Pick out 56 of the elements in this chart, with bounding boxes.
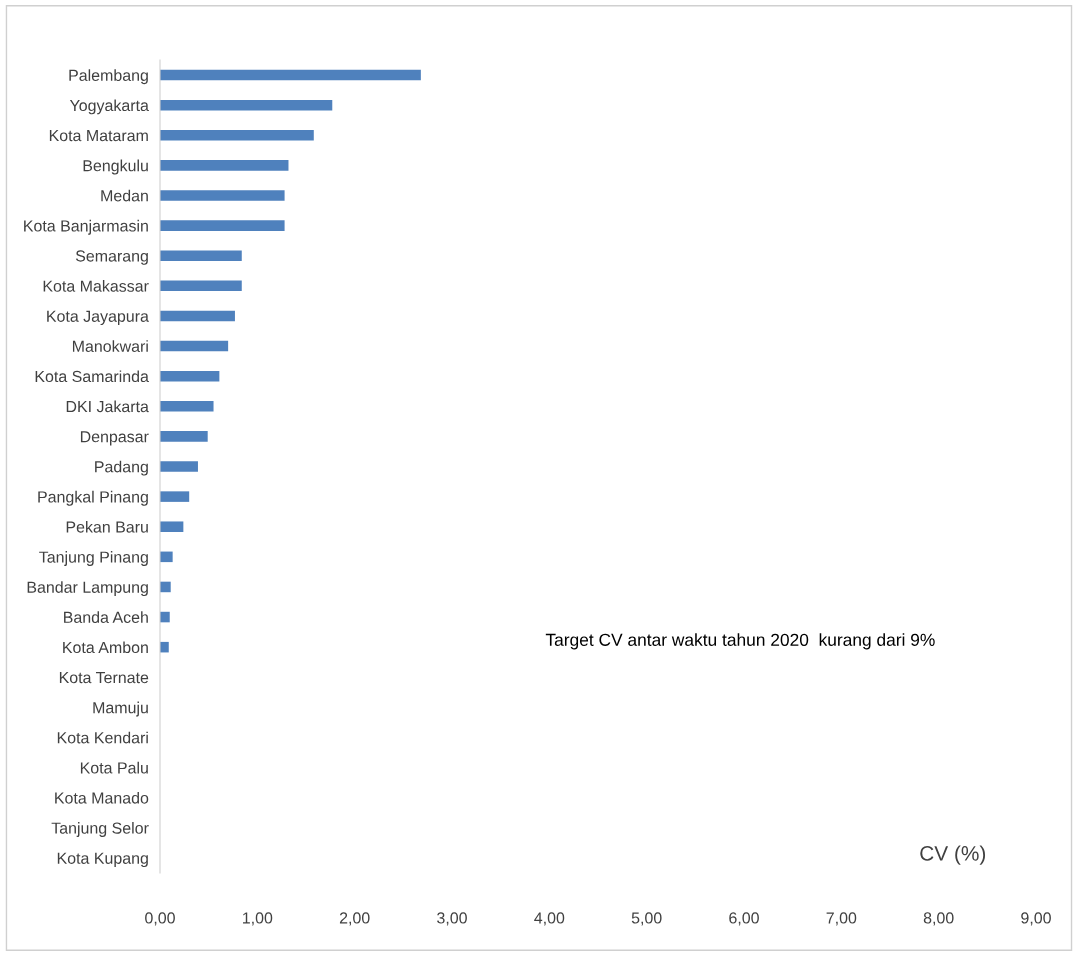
x-tick-label: 6,00 (729, 912, 759, 926)
bar (160, 521, 184, 532)
y-tick-label: Bengkulu (83, 159, 148, 175)
y-tick-label: Yogyakarta (69, 99, 149, 115)
bar (160, 370, 220, 382)
y-tick-label: Tanjung Pinang (39, 551, 148, 566)
y-tick-label: Kota Banjarmasin (24, 219, 148, 235)
x-tick-label: 2,00 (339, 912, 370, 926)
x-tick-label: 3,00 (437, 912, 467, 926)
x-tick-label: 7,00 (826, 912, 857, 926)
y-tick-label: Semarang (75, 250, 148, 265)
y-tick-label: Denpasar (80, 431, 149, 446)
y-tick-label: Pekan Baru (66, 520, 148, 533)
bar (160, 220, 285, 231)
x-tick-label: 1,00 (243, 912, 273, 926)
y-tick-label: Bandar Lampung (27, 581, 148, 597)
y-tick-label: Kota Jayapura (47, 310, 149, 326)
bar (160, 491, 190, 502)
bar (160, 250, 242, 261)
y-tick-label: Mamuju (93, 701, 148, 717)
y-tick-label: Manokwari (72, 340, 148, 352)
bar (160, 401, 214, 412)
y-tick-label: Kota Mataram (49, 130, 148, 142)
bar (160, 461, 198, 472)
bar (160, 431, 208, 442)
x-tick-label: 4,00 (534, 912, 565, 926)
bar (160, 310, 235, 322)
y-tick-label: Kota Kendari (57, 731, 148, 744)
x-tick-label: 9,00 (1021, 912, 1051, 926)
y-tick-label: Tanjung Selor (51, 822, 149, 837)
y-tick-label: Kota Makassar (43, 280, 149, 292)
y-tick-label: Kota Manado (55, 791, 149, 804)
x-tick-label: 5,00 (631, 912, 662, 926)
y-tick-label: Kota Ambon (63, 641, 148, 654)
x-tick-label: 8,00 (923, 912, 954, 926)
bar (160, 551, 173, 563)
y-tick-label: Banda Aceh (64, 611, 148, 623)
bar (160, 130, 314, 141)
y-tick-label: Kota Kupang (57, 852, 148, 868)
y-tick-label: Pangkal Pinang (38, 490, 148, 506)
x-axis-title: CV (%) (920, 845, 986, 865)
y-tick-label: Kota Samarinda (35, 370, 149, 383)
x-tick-label: 0,00 (145, 912, 175, 926)
bar (160, 160, 289, 171)
bar (160, 190, 285, 201)
bar (160, 69, 421, 81)
y-tick-label: DKI Jakarta (66, 400, 149, 413)
y-tick-label: Kota Palu (80, 761, 148, 774)
bar (160, 99, 333, 111)
y-tick-label: Medan (101, 189, 148, 202)
y-tick-label: Padang (95, 460, 148, 476)
y-tick-label: Palembang (69, 69, 148, 85)
bar (160, 280, 242, 292)
annotation: Target CV antar waktu tahun 2020 kurang dari 9% (545, 633, 935, 650)
y-tick-label: Kota Ternate (59, 672, 149, 684)
bar (160, 340, 229, 352)
